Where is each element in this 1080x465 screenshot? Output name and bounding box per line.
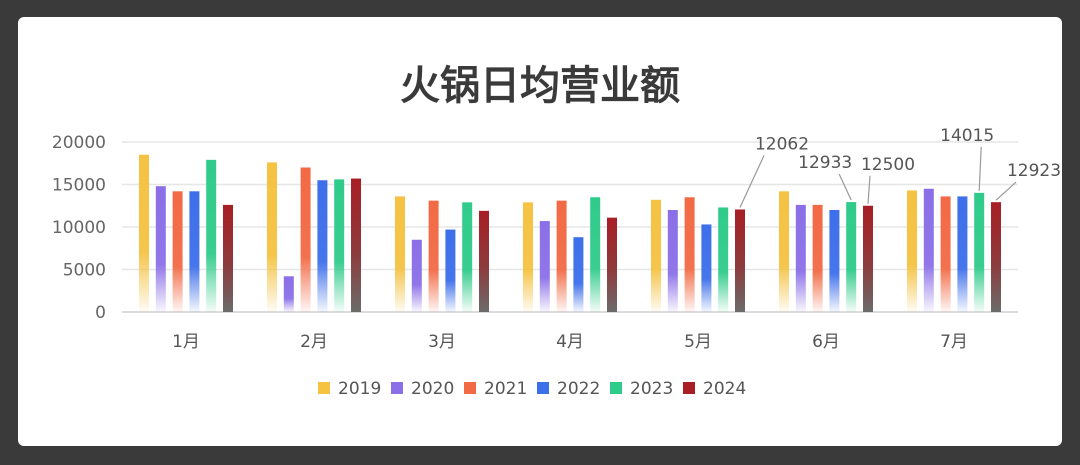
y-axis: 0 5000 10000 15000 20000 — [52, 133, 106, 323]
bar-2020-7[interactable] — [923, 188, 934, 312]
bar-2020-1[interactable] — [155, 186, 166, 312]
x-tick-label: 4月 — [556, 332, 584, 352]
bar-2019-4[interactable] — [523, 202, 533, 312]
bar-2022-7[interactable] — [957, 196, 968, 312]
legend-swatch-2020[interactable] — [391, 382, 403, 394]
y-tick-label: 0 — [95, 303, 106, 323]
bar-chart: 火锅日均营业额 0 5000 10000 15000 20000 1月 2月 3月 4月 5月 6… — [52, 63, 1061, 399]
bar-2022-2[interactable] — [317, 180, 328, 312]
bar-2024-3[interactable] — [479, 210, 489, 312]
leader-line — [739, 155, 765, 208]
x-tick-label: 1月 — [172, 332, 200, 352]
bar-2020-6[interactable] — [795, 204, 806, 312]
bar-2020-2[interactable] — [283, 276, 294, 312]
bar-2024-5[interactable] — [735, 209, 745, 312]
bar-2020-5[interactable] — [667, 210, 678, 312]
data-label: 12933 — [798, 153, 852, 173]
bar-2021-5[interactable] — [684, 197, 695, 312]
legend-label[interactable]: 2020 — [411, 379, 454, 399]
bar-2019-6[interactable] — [779, 191, 789, 312]
legend-label[interactable]: 2023 — [630, 379, 673, 399]
legend-swatch-2019[interactable] — [318, 382, 330, 394]
bar-2021-6[interactable] — [812, 204, 823, 312]
y-tick-label: 10000 — [52, 218, 106, 238]
data-label: 12062 — [755, 134, 809, 154]
bar-2024-1[interactable] — [223, 204, 233, 312]
bar-2023-4[interactable] — [590, 197, 601, 312]
bar-2019-7[interactable] — [907, 190, 917, 312]
x-tick-label: 5月 — [684, 332, 712, 352]
leader-line — [838, 173, 852, 201]
bar-2022-5[interactable] — [701, 224, 712, 312]
bar-2023-2[interactable] — [334, 179, 345, 312]
bar-2024-6[interactable] — [863, 205, 873, 312]
x-axis: 1月 2月 3月 4月 5月 6月 7月 — [172, 332, 968, 352]
bar-2022-1[interactable] — [189, 191, 200, 312]
bar-2019-2[interactable] — [267, 162, 277, 312]
x-tick-label: 2月 — [300, 332, 328, 352]
data-label: 12500 — [861, 155, 915, 175]
leader-line — [867, 175, 871, 204]
bar-2023-6[interactable] — [846, 202, 857, 312]
bar-2021-4[interactable] — [556, 200, 567, 312]
x-tick-label: 3月 — [428, 332, 456, 352]
data-label: 14015 — [940, 126, 994, 146]
bar-2021-2[interactable] — [300, 167, 311, 313]
legend-swatch-2021[interactable] — [464, 382, 476, 394]
bar-2021-7[interactable] — [940, 196, 951, 312]
y-tick-label: 20000 — [52, 133, 106, 153]
legend-label[interactable]: 2024 — [703, 379, 746, 399]
bar-2024-2[interactable] — [351, 178, 361, 312]
data-label: 12923 — [1007, 161, 1061, 181]
legend-label[interactable]: 2019 — [338, 379, 381, 399]
bar-2022-3[interactable] — [445, 229, 456, 312]
legend-label[interactable]: 2022 — [557, 379, 600, 399]
x-tick-label: 6月 — [812, 332, 840, 352]
bar-2024-7[interactable] — [991, 202, 1001, 312]
bar-2022-4[interactable] — [573, 237, 584, 312]
bar-2019-5[interactable] — [651, 199, 661, 312]
bar-2023-5[interactable] — [718, 207, 729, 312]
bars — [139, 154, 1001, 313]
y-tick-label: 5000 — [63, 261, 106, 281]
x-tick-label: 7月 — [940, 332, 968, 352]
bar-2021-3[interactable] — [428, 200, 439, 312]
bar-2020-3[interactable] — [411, 239, 422, 312]
legend-swatch-2022[interactable] — [537, 382, 549, 394]
leader-line — [978, 146, 982, 191]
bar-2023-7[interactable] — [974, 192, 985, 312]
bar-2020-4[interactable] — [539, 221, 550, 312]
bar-2023-3[interactable] — [462, 202, 473, 312]
leader-line — [995, 181, 1017, 201]
legend-label[interactable]: 2021 — [484, 379, 527, 399]
bar-2024-4[interactable] — [607, 217, 617, 312]
y-tick-label: 15000 — [52, 176, 106, 196]
chart-title: 火锅日均营业额 — [400, 63, 680, 109]
bar-2019-1[interactable] — [139, 154, 149, 312]
legend-swatch-2024[interactable] — [683, 382, 695, 394]
legend: 2019 2020 2021 2022 2023 2024 — [318, 379, 746, 399]
legend-swatch-2023[interactable] — [610, 382, 622, 394]
chart-card: 火锅日均营业额 0 5000 10000 15000 20000 1月 2月 3月 4月 5月 6… — [18, 17, 1062, 446]
bar-2021-1[interactable] — [172, 191, 183, 312]
bar-2019-3[interactable] — [395, 196, 405, 312]
bar-2023-1[interactable] — [206, 159, 217, 312]
bar-2022-6[interactable] — [829, 210, 840, 312]
